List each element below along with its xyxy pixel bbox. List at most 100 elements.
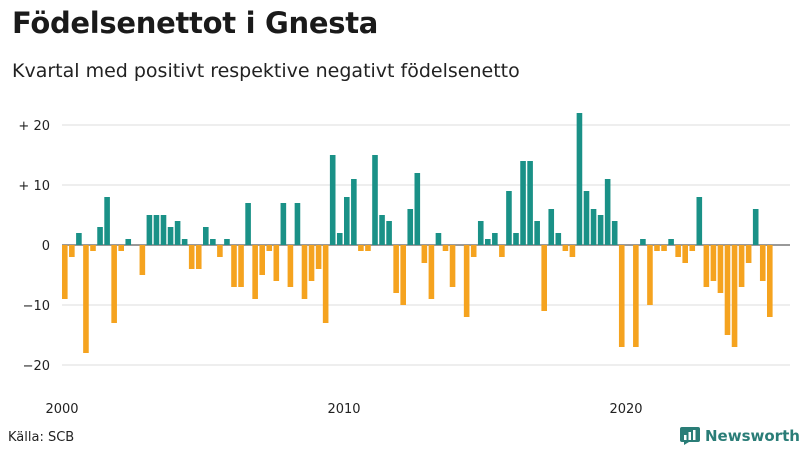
bar-positive — [583, 191, 590, 245]
bar-negative — [633, 245, 639, 347]
bar-positive — [280, 203, 287, 245]
bar-negative — [724, 245, 731, 335]
bar-negative — [393, 245, 399, 293]
bar-negative — [470, 245, 477, 257]
bar-positive — [181, 239, 188, 245]
x-tick-label: 2010 — [327, 402, 360, 417]
bar-positive — [435, 233, 442, 245]
bar-positive — [492, 233, 498, 245]
bar-negative — [195, 245, 202, 269]
bar-positive — [414, 173, 421, 245]
bar-positive — [668, 239, 674, 245]
bar-positive — [294, 203, 301, 245]
x-tick-label: 2020 — [609, 402, 642, 417]
bar-positive — [329, 155, 336, 245]
bar-positive — [153, 215, 160, 245]
bar-negative — [767, 245, 773, 317]
y-tick-label: + 20 — [18, 119, 50, 134]
bar-positive — [407, 209, 414, 245]
bar-positive — [534, 221, 540, 245]
bar-negative — [301, 245, 308, 299]
bar-negative — [238, 245, 244, 287]
y-tick-label: −10 — [23, 299, 50, 314]
bar-positive — [555, 233, 562, 245]
bar-positive — [386, 221, 392, 245]
bar-positive — [167, 227, 174, 245]
y-axis-ticks: + 20 + 10 0 −10 −20 — [18, 119, 50, 374]
bar-positive — [125, 239, 132, 245]
chart-subtitle: Kvartal med positivt respektive negativt… — [12, 60, 520, 82]
bar-negative — [654, 245, 660, 251]
bar-positive — [576, 113, 583, 245]
bar-negative — [569, 245, 576, 257]
bar-positive — [379, 215, 385, 245]
bar-negative — [661, 245, 667, 251]
bar-negative — [442, 245, 449, 251]
bar-negative — [738, 245, 745, 287]
bar-positive — [76, 233, 82, 245]
bar-positive — [336, 233, 343, 245]
bar-negative — [273, 245, 280, 281]
bar-positive — [590, 209, 597, 245]
bar-positive — [696, 197, 703, 245]
bar-positive — [372, 155, 378, 245]
bar-negative — [449, 245, 456, 287]
bars — [62, 113, 773, 353]
bar-positive — [344, 197, 350, 245]
bar-positive — [604, 179, 611, 245]
chart-title: Födelsenettot i Gnesta — [12, 6, 379, 40]
bar-positive — [245, 203, 251, 245]
bar-negative — [499, 245, 505, 257]
bar-positive — [203, 227, 209, 245]
newsworthy-logo[interactable]: Newsworthy — [680, 427, 800, 445]
y-tick-label: 0 — [42, 239, 50, 254]
bar-negative — [111, 245, 117, 323]
bar-negative — [287, 245, 294, 287]
bar-negative — [139, 245, 146, 275]
bar-positive — [174, 221, 181, 245]
bar-positive — [752, 209, 759, 245]
bar-negative — [231, 245, 237, 287]
bar-negative — [308, 245, 315, 281]
bar-negative — [118, 245, 124, 251]
bar-negative — [322, 245, 329, 323]
x-axis-ticks: 2000 2010 2020 — [45, 402, 642, 417]
bar-negative — [562, 245, 569, 251]
bar-negative — [689, 245, 696, 251]
bar-positive — [640, 239, 646, 245]
bar-positive — [160, 215, 167, 245]
x-tick-label: 2000 — [45, 402, 78, 417]
bar-negative — [62, 245, 68, 299]
source-note: Källa: SCB — [8, 430, 75, 445]
bar-negative — [647, 245, 653, 305]
bar-negative — [266, 245, 273, 251]
bar-positive — [477, 221, 484, 245]
bar-negative — [421, 245, 428, 263]
bar-negative — [703, 245, 710, 287]
brand-name: Newsworthy — [705, 427, 800, 445]
bar-negative — [759, 245, 766, 281]
bar-negative — [69, 245, 75, 257]
bar-negative — [717, 245, 724, 293]
bar-negative — [217, 245, 223, 257]
bar-negative — [618, 245, 625, 347]
bar-positive — [506, 191, 512, 245]
bar-negative — [541, 245, 547, 311]
bar-negative — [83, 245, 89, 353]
bar-positive — [513, 233, 519, 245]
bar-positive — [527, 161, 533, 245]
bar-positive — [597, 215, 604, 245]
y-tick-label: −20 — [23, 359, 50, 374]
bar-positive — [485, 239, 491, 245]
bar-negative — [745, 245, 752, 263]
bar-negative — [365, 245, 371, 251]
bar-negative — [731, 245, 738, 347]
bar-negative — [682, 245, 688, 263]
bar-positive — [104, 197, 110, 245]
bar-positive — [210, 239, 216, 245]
bar-negative — [188, 245, 195, 269]
bar-chart-logo-icon — [680, 427, 700, 445]
bar-negative — [315, 245, 322, 269]
bar-negative — [710, 245, 717, 281]
